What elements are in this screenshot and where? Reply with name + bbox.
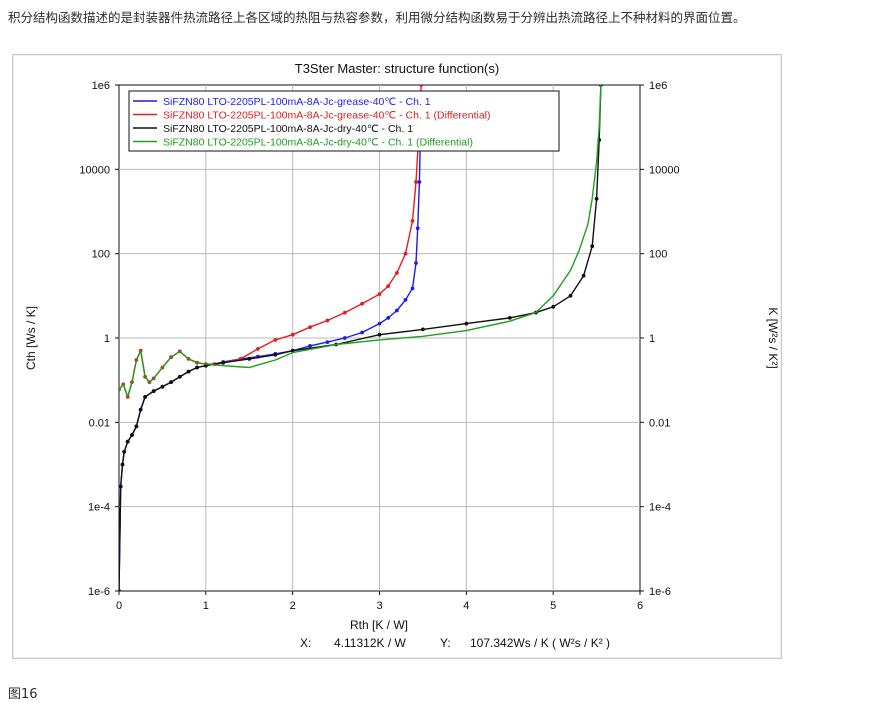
series-3-point [273, 352, 278, 357]
series-3-point [290, 348, 295, 353]
axis-ticks: 0 1 2 3 4 5 6 1e-6 1e-6 1e-4 1e-4 0.01 0.01 1 1 100 100 1… [79, 80, 679, 612]
x-tick-label: 3 [376, 600, 382, 612]
legend-entry: SiFZN80 LTO-2205PL-100mA-8A-Jc-dry-40℃ -… [163, 137, 473, 149]
series-2-point [273, 338, 278, 342]
series-3-point [507, 316, 512, 320]
series-3-point [119, 484, 123, 489]
series-1-point [417, 180, 422, 184]
series-3-point [143, 395, 148, 399]
series-2-point [410, 219, 415, 223]
series-3-point [421, 327, 425, 332]
series-2-point [256, 347, 260, 351]
series-3-point [125, 439, 130, 444]
y-tick-label-right: 1e-6 [649, 586, 671, 598]
series-2-point [377, 292, 382, 296]
grid-lines [119, 85, 640, 591]
chart-title: T3Ster Master: structure function(s) [295, 61, 499, 76]
series-layer [119, 85, 603, 591]
y-tick-label: 1e6 [92, 80, 110, 92]
y-tick-label: 1 [104, 333, 110, 345]
series-3-point [581, 273, 586, 278]
series-3-point [195, 365, 200, 370]
series-3-point [464, 321, 469, 326]
structure-function-figure: T3Ster Master: structure function(s) 0 1 2… [12, 54, 782, 659]
series-1-point [377, 321, 382, 326]
figure-caption: 图16 [8, 687, 38, 702]
x-tick-label: 4 [463, 600, 469, 612]
series-2-point [403, 251, 408, 256]
series-2-point [360, 301, 364, 306]
series-1-point [403, 298, 408, 302]
series-3-point [119, 589, 121, 591]
series-1-point [415, 226, 420, 231]
y-tick-label-right: 0.01 [649, 417, 670, 429]
structure-function-chart: T3Ster Master: structure function(s) 0 1 2… [24, 61, 780, 632]
series-3-point [160, 384, 165, 389]
series-1-point [325, 340, 330, 344]
y-tick-label: 10000 [79, 164, 110, 176]
series-3-point [551, 304, 556, 309]
series-2-point [414, 180, 418, 184]
y-tick-label: 0.01 [89, 417, 110, 429]
series-2-point [290, 332, 295, 337]
series-3-point [594, 196, 599, 201]
series-2-point [386, 284, 391, 288]
x-tick-label: 0 [116, 600, 122, 612]
y-tick-label-right: 10000 [649, 164, 680, 176]
series-3-point [169, 380, 174, 384]
y-tick-label-right: 1e-4 [649, 502, 671, 514]
y-tick-label: 1e-4 [88, 502, 110, 514]
series-1-point [414, 261, 418, 265]
series-3-point [221, 360, 226, 365]
series-1-point [410, 286, 415, 291]
series-3-point [120, 462, 125, 467]
series-3-point [568, 293, 573, 298]
intro-paragraph: 积分结构函数描述的是封装器件热流路径上各区域的热阻与热容参数，利用微分结构函数易… [8, 10, 746, 25]
x-axis-label: Rth [K / W] [350, 618, 408, 632]
legend-entry: SiFZN80 LTO-2205PL-100mA-8A-Jc-grease-40… [163, 96, 431, 108]
series-3-point [590, 244, 595, 249]
series-3-point [151, 389, 156, 393]
series-2-point [325, 318, 330, 323]
series-2-point [342, 310, 347, 315]
series-1-point [395, 308, 399, 313]
series-3-point [247, 357, 252, 361]
series-line-4 [119, 85, 602, 398]
y-axis-label-right: K [W²s / K²] [766, 307, 780, 368]
legend-entry: SiFZN80 LTO-2205PL-100mA-8A-Jc-grease-40… [163, 110, 491, 122]
series-1-point [360, 330, 364, 335]
y-tick-label-right: 1e6 [649, 80, 667, 92]
series-3-point [377, 332, 382, 337]
y-tick-label-right: 100 [649, 249, 667, 261]
legend-box [128, 90, 560, 152]
y-tick-label: 100 [92, 249, 110, 261]
x-tick-label: 5 [550, 600, 556, 612]
y-axis-label: Cth [Ws / K] [24, 306, 38, 370]
series-1-point [386, 316, 391, 320]
legend-entry: SiFZN80 LTO-2205PL-100mA-8A-Jc-dry-40℃ -… [163, 123, 413, 135]
y-tick-label: 1e-6 [88, 586, 110, 598]
y-tick-label-right: 1 [649, 333, 655, 345]
cursor-x-label: X: [300, 636, 312, 650]
series-3-point [138, 407, 143, 412]
cursor-y-value: 107.342Ws / K ( W²s / K² ) [470, 636, 611, 650]
series-2-point [395, 271, 399, 275]
series-2-point [419, 85, 424, 87]
series-3-point [130, 433, 134, 437]
legend: SiFZN80 LTO-2205PL-100mA-8A-Jc-grease-40… [128, 90, 560, 152]
series-1-point [308, 344, 312, 348]
series-3-point [134, 424, 139, 429]
series-2-point [308, 325, 312, 330]
series-3-point [177, 374, 182, 379]
x-tick-label: 2 [290, 600, 296, 612]
cursor-x-value: 4.11312K / W [334, 636, 406, 650]
series-1-point [342, 336, 347, 340]
cursor-y-label: Y: [440, 636, 451, 650]
x-tick-label: 1 [203, 600, 209, 612]
x-tick-label: 6 [637, 600, 643, 612]
series-3-point [186, 369, 191, 374]
series-3-point [122, 449, 127, 454]
